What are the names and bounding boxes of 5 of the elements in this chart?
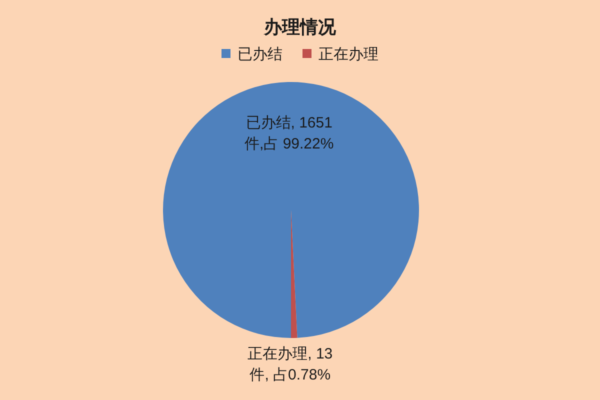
legend-label: 正在办理 — [318, 46, 378, 63]
data-label: 已办结, 1651件,占 99.22% — [244, 114, 334, 153]
chart-title: 办理情况 — [263, 17, 337, 37]
data-label: 正在办理, 13件, 占0.78% — [248, 345, 333, 384]
legend-label: 已办结 — [238, 46, 282, 63]
